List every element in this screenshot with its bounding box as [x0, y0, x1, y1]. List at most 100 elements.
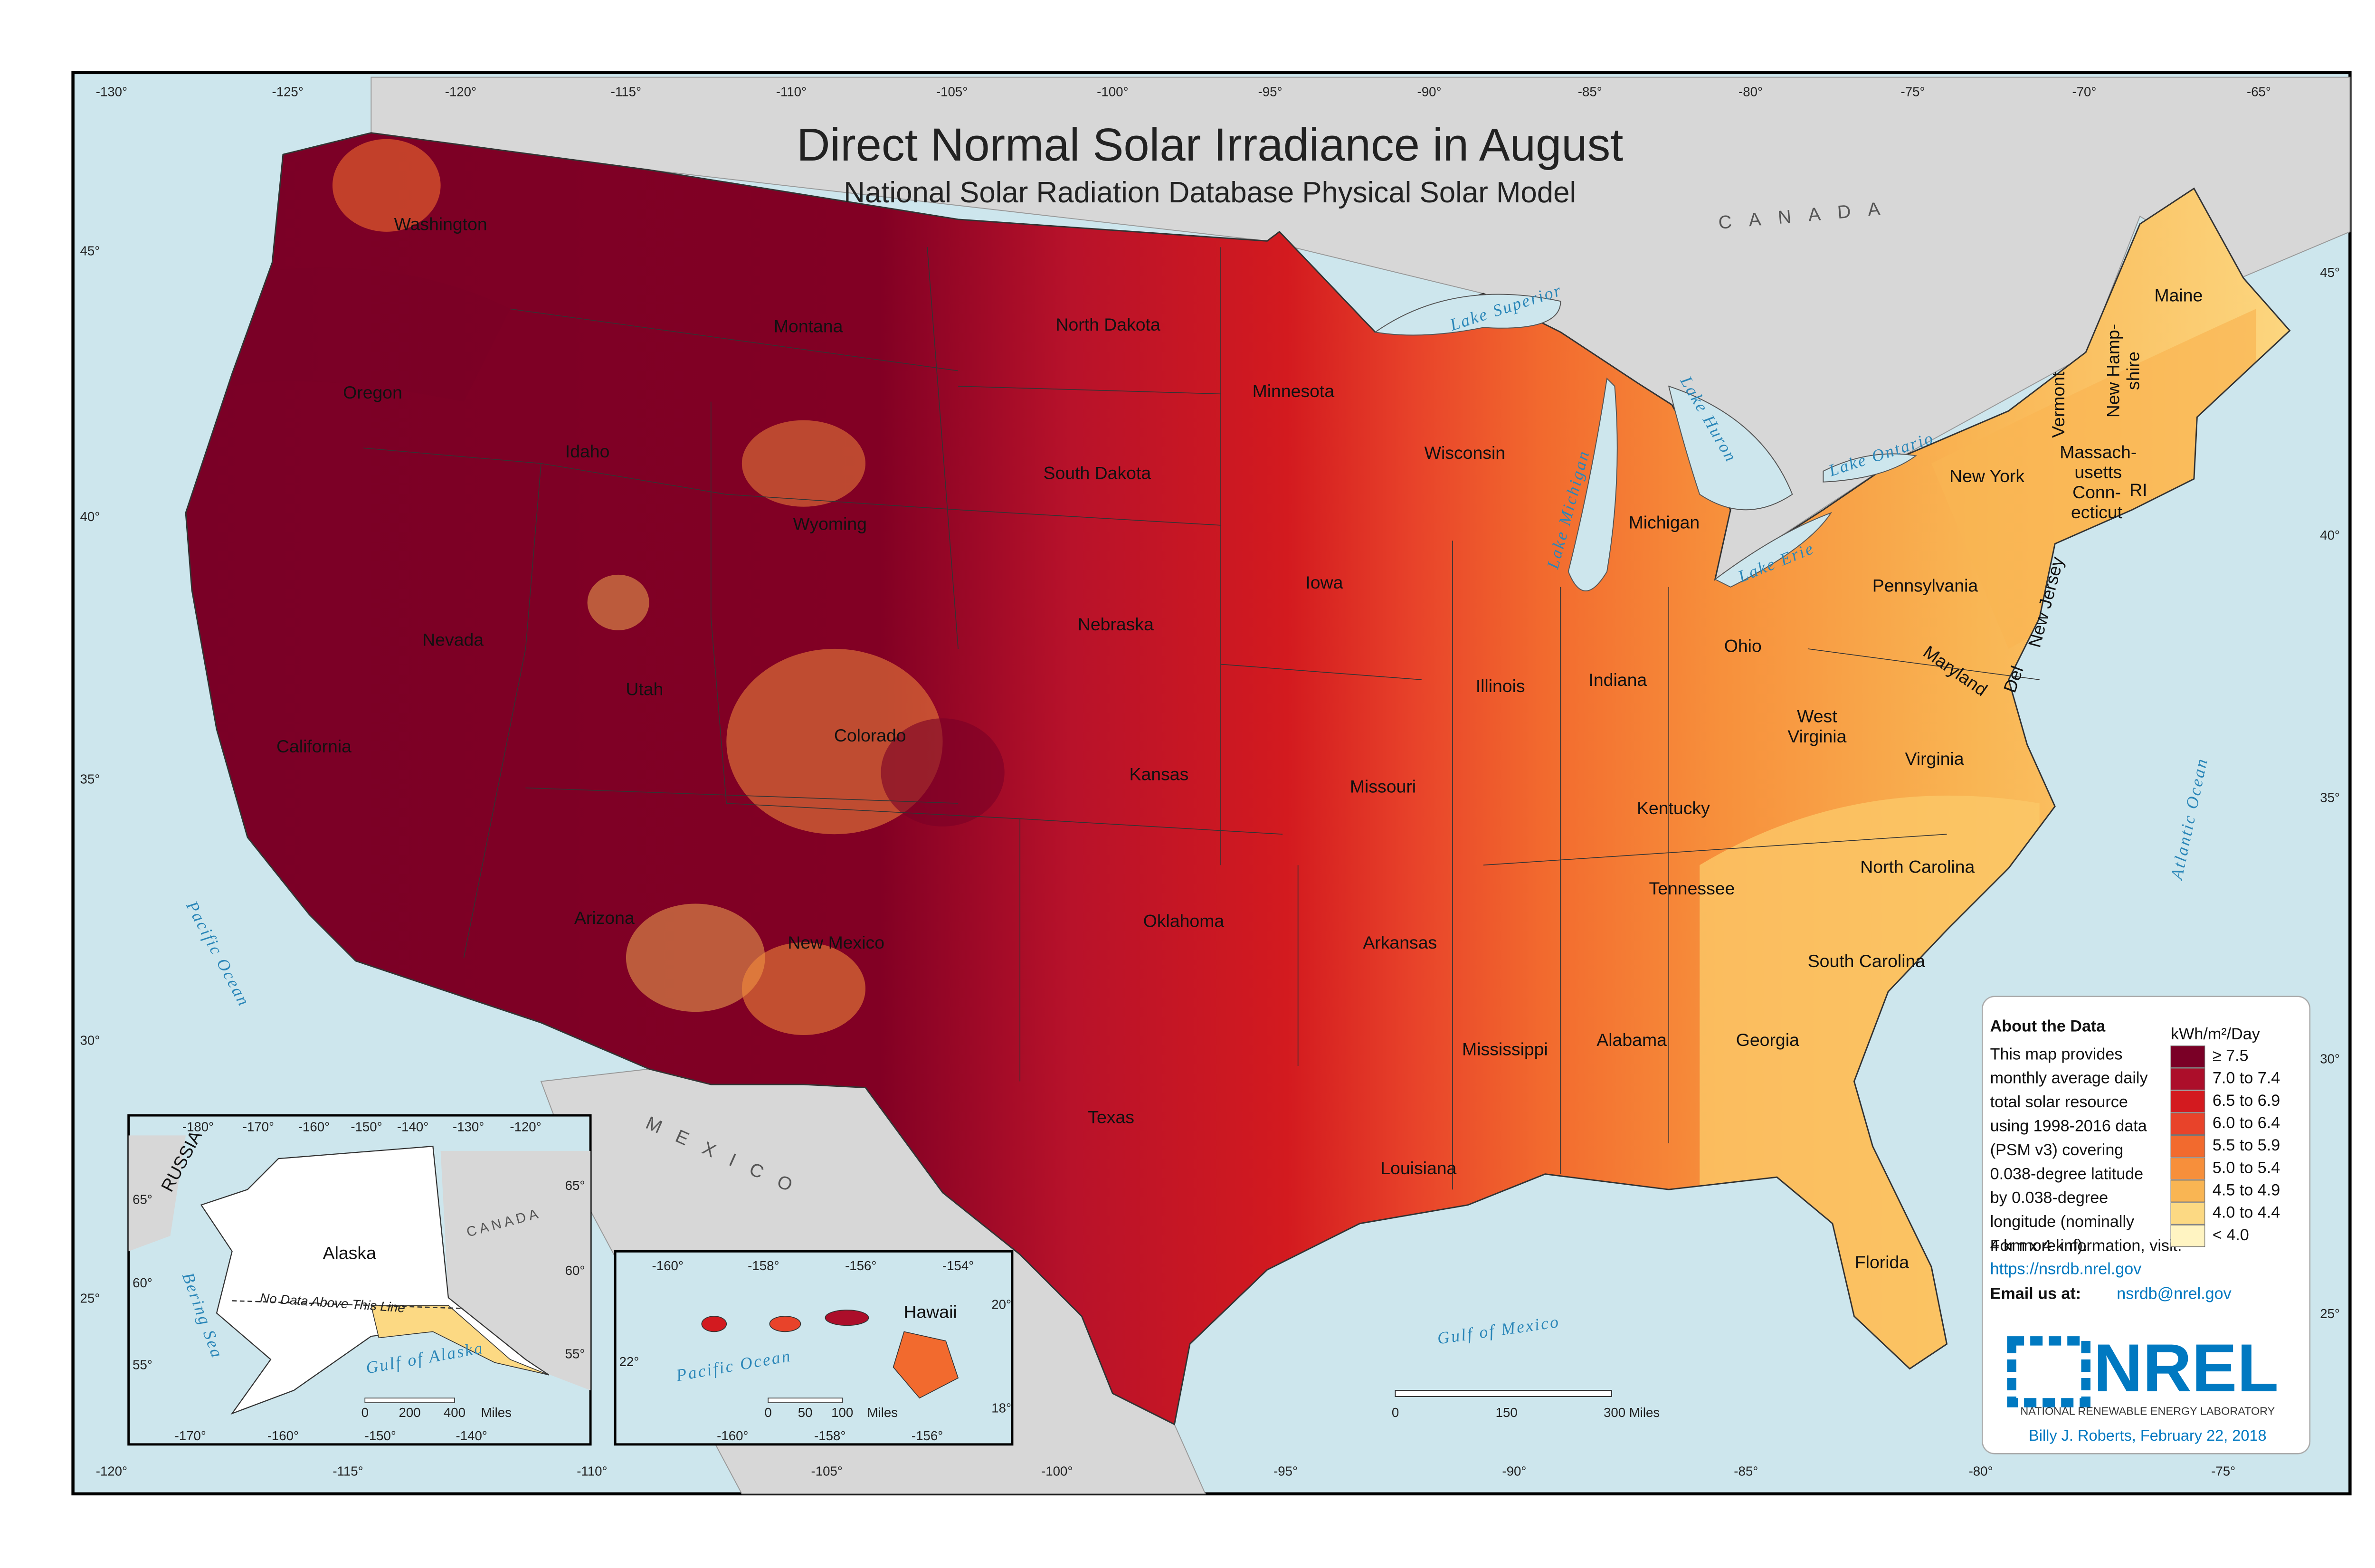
graticule-label: -75°	[1901, 84, 1925, 99]
state-label: Idaho	[565, 441, 610, 461]
lake-huron	[1668, 385, 1793, 511]
state-label: Kansas	[1130, 764, 1189, 784]
state-label: Georgia	[1736, 1030, 1799, 1050]
graticule-label: -120°	[445, 84, 476, 99]
hawaii-graticule: 22°	[619, 1354, 639, 1369]
state-label: Utah	[626, 679, 663, 699]
northwest-band	[217, 267, 510, 402]
hawaii-graticule: -156°	[912, 1428, 943, 1443]
hawaii-graticule: -158°	[814, 1428, 846, 1443]
state-label: California	[276, 736, 352, 756]
graticule-label: -110°	[776, 84, 807, 99]
graticule-label: 25°	[80, 1291, 100, 1305]
about-line: 0.038-degree latitude	[1990, 1165, 2144, 1183]
graticule-label: 30°	[2320, 1051, 2340, 1066]
state-label: Oregon	[343, 382, 402, 402]
scale-label: 0	[1392, 1405, 1399, 1420]
alaska-graticule: -140°	[397, 1119, 428, 1134]
state-label: New York	[1949, 466, 2024, 486]
graticule-label: 35°	[80, 772, 100, 787]
state-label: Oklahoma	[1143, 911, 1225, 931]
state-label: Virginia	[1905, 749, 1964, 769]
legend-swatch	[2170, 1068, 2205, 1091]
scale-label: 300 Miles	[1604, 1405, 1660, 1420]
state-label: Missouri	[1350, 777, 1416, 797]
state-borders	[363, 247, 2040, 1190]
url: https://nsrdb.nrel.gov	[1990, 1260, 2142, 1278]
alaska-label: Alaska	[323, 1243, 376, 1263]
state-label: Ohio	[1724, 636, 1762, 656]
state-label: Nebraska	[1078, 614, 1154, 634]
legend-swatch	[2170, 1090, 2205, 1113]
state-label: Washington	[394, 214, 487, 234]
alaska-graticule: 0	[361, 1405, 369, 1420]
graticule-label: -70°	[2072, 84, 2097, 99]
about-line: by 0.038-degree	[1990, 1189, 2109, 1207]
alaska-graticule: 55°	[133, 1357, 152, 1372]
alaska-graticule: 200	[399, 1405, 421, 1420]
hawaii-graticule: 100	[831, 1405, 853, 1420]
lake-erie	[1714, 512, 1833, 588]
about-line: total solar resource	[1990, 1093, 2128, 1111]
graticule-label: -115°	[611, 84, 641, 99]
maui-nui	[825, 1310, 869, 1326]
graticule-label: 35°	[2320, 790, 2340, 805]
state-label: Conn-	[2072, 482, 2121, 502]
hawaii-inset	[614, 1250, 1014, 1446]
state-label: Maine	[2154, 285, 2203, 305]
state-label: Iowa	[1305, 572, 1343, 592]
alaska-graticule: 60°	[565, 1263, 585, 1278]
legend-swatch	[2170, 1157, 2205, 1180]
alaska-graticule: Miles	[481, 1405, 511, 1420]
alaska-graticule: 60°	[133, 1275, 152, 1290]
alaska-graticule: -150°	[351, 1119, 382, 1134]
alaska-graticule: -180°	[182, 1119, 214, 1134]
state-label: Texas	[1088, 1107, 1134, 1127]
state-label: North Carolina	[1860, 857, 1975, 877]
legend-label: 5.5 to 5.9	[2213, 1136, 2280, 1154]
credit: Billy J. Roberts, February 22, 2018	[2029, 1427, 2267, 1444]
legend-label: 7.0 to 7.4	[2213, 1069, 2280, 1087]
legend-swatch	[2170, 1045, 2205, 1068]
graticule-label: -95°	[1273, 1464, 1298, 1479]
graticule-label: 40°	[80, 509, 100, 524]
state-label: South Carolina	[1808, 951, 1926, 971]
graticule-label: 25°	[2320, 1306, 2340, 1321]
scale-bar	[1395, 1390, 1612, 1397]
legend-label: ≥ 7.5	[2213, 1047, 2249, 1065]
legend-swatch	[2170, 1135, 2205, 1158]
legend: About the Data kWh/m²/Day For more infor…	[1982, 996, 2311, 1454]
alaska-graticule: 400	[444, 1405, 466, 1420]
plains-peak	[881, 718, 1005, 827]
graticule-label: 40°	[2320, 528, 2340, 542]
about-line: longitude (nominally	[1990, 1213, 2135, 1231]
hawaii-frame	[614, 1250, 1014, 1446]
state-label: Pennsylvania	[1872, 576, 1978, 596]
logo-name: NREL	[2094, 1330, 2279, 1406]
cascades	[332, 139, 441, 232]
hawaii-graticule: 18°	[991, 1400, 1011, 1415]
legend-swatch	[2170, 1225, 2205, 1247]
about-title: About the Data	[1990, 1017, 2106, 1036]
graticule-label: -90°	[1502, 1464, 1526, 1479]
state-label: Louisiana	[1380, 1158, 1456, 1178]
graticule-label: -105°	[811, 1464, 843, 1479]
state-label: Alabama	[1596, 1030, 1667, 1050]
about-line: using 1998-2016 data	[1990, 1117, 2147, 1135]
oahu	[769, 1316, 801, 1332]
bighorn-highlands	[741, 420, 866, 507]
alaska-land	[200, 1145, 549, 1415]
graticule-label: -130°	[96, 84, 127, 99]
alaska-data	[370, 1305, 549, 1376]
graticule-label: -125°	[272, 84, 304, 99]
graticule-label: -65°	[2247, 84, 2271, 99]
alaska-graticule: 55°	[565, 1346, 585, 1361]
alaska-graticule: -160°	[298, 1119, 330, 1134]
graticule-label: 45°	[2320, 265, 2340, 280]
graticule-label: -75°	[2211, 1464, 2235, 1479]
graticule-label: -110°	[577, 1464, 607, 1479]
wasatch-highlands	[587, 574, 649, 630]
alaska-graticule: -170°	[243, 1119, 274, 1134]
